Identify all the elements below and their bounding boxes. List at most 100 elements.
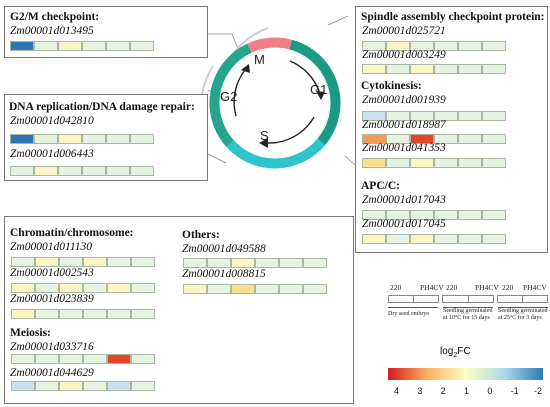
heatmap-cell — [231, 258, 255, 268]
heatmap-cell — [82, 134, 106, 144]
right-gene-panel: Spindle assembly checkpoint protein: Zm0… — [355, 6, 548, 253]
phase-label-s: S — [260, 128, 269, 143]
heatmap-cell — [410, 64, 434, 74]
heatmap-cell — [434, 134, 458, 144]
heatmap-cell — [34, 166, 58, 176]
heatmap-cell — [83, 381, 107, 391]
heatmap-cell — [386, 234, 410, 244]
heatmap-cell — [303, 258, 327, 268]
spindle-heading: Spindle assembly checkpoint protein: — [361, 11, 545, 23]
heatmap-cell — [35, 283, 59, 293]
ring-segment-s — [226, 137, 326, 169]
heatmap-cell — [107, 257, 131, 267]
heatmap-cell — [410, 234, 434, 244]
heatmap-cell — [362, 111, 386, 121]
heatmap-cell — [10, 41, 34, 51]
heatmap-cell — [458, 134, 482, 144]
heatmap-cell — [131, 257, 155, 267]
heatmap-cell — [131, 309, 155, 319]
heatmap-cell — [434, 111, 458, 121]
dna-repair-panel: DNA replication/DNA damage repair: Zm000… — [4, 94, 208, 181]
arrow-head — [259, 138, 268, 148]
heatmap-row — [183, 258, 327, 268]
heatmap-cell — [59, 381, 83, 391]
phase-label-g1: G1 — [310, 82, 327, 97]
heatmap-row — [183, 284, 327, 294]
gene-label: Zm00001d041353 — [362, 142, 446, 154]
heatmap-cell — [183, 284, 207, 294]
heatmap-cell — [482, 111, 506, 121]
colorbar: log2FC 4 3 2 1 0 -1 -2 — [388, 346, 548, 402]
phase-label-g2: G2 — [220, 89, 237, 104]
arrow-head — [316, 91, 325, 100]
legend-label-ph4cv: PH4CV — [420, 283, 444, 292]
legend-label-220: 220 — [390, 283, 402, 292]
heatmap-cell — [34, 134, 58, 144]
colorbar-tick-label: 1 — [464, 386, 470, 396]
heatmap-cell — [106, 41, 130, 51]
legend-underline — [443, 307, 493, 308]
heatmap-cell — [303, 284, 327, 294]
heatmap-cell — [255, 284, 279, 294]
arrow-m-to-g1 — [289, 60, 321, 95]
apc-heading: APC/C: — [361, 180, 400, 192]
heatmap-cell — [130, 41, 154, 51]
colorbar-gradient — [388, 368, 543, 380]
heatmap-cell — [35, 309, 59, 319]
colorbar-tick-label: 0 — [487, 386, 493, 396]
heatmap-cell — [362, 134, 386, 144]
gene-label: Zm00001d003249 — [362, 49, 446, 61]
colorbar-tick-label: -1 — [510, 386, 519, 396]
heatmap-cell — [11, 354, 35, 364]
heatmap-cell — [410, 41, 434, 51]
heatmap-cell — [83, 283, 107, 293]
heatmap-cell — [11, 257, 35, 267]
heatmap-cell — [83, 257, 107, 267]
heatmap-cell — [35, 354, 59, 364]
heatmap-cell — [410, 111, 434, 121]
heatmap-cell — [58, 134, 82, 144]
heatmap-cell — [386, 41, 410, 51]
heatmap-row — [10, 166, 154, 176]
legend-label-ph4cv: PH4CV — [475, 283, 499, 292]
legend-label-220: 220 — [502, 283, 514, 292]
heatmap-cell — [458, 64, 482, 74]
arrow-g1-to-s — [265, 116, 315, 144]
heatmap-row — [11, 309, 155, 319]
heatmap-cell — [83, 309, 107, 319]
heatmap-cell — [59, 309, 83, 319]
ring-segment-m — [247, 37, 292, 54]
heatmap-cell — [434, 234, 458, 244]
heatmap-cell — [130, 166, 154, 176]
heatmap-cell — [107, 381, 131, 391]
heatmap-cell — [482, 210, 506, 220]
ring-segment-g2 — [209, 43, 253, 147]
g2m-checkpoint-panel: G2/M checkpoint: Zm00001d013495 — [4, 6, 208, 58]
heatmap-cell — [107, 309, 131, 319]
heatmap-cell — [362, 210, 386, 220]
heatmap-cell — [130, 134, 154, 144]
heatmap-cell — [106, 166, 130, 176]
connector-line — [327, 15, 349, 26]
heatmap-cell — [35, 257, 59, 267]
colorbar-tick-label: -2 — [534, 386, 543, 396]
heatmap-cell — [482, 158, 506, 168]
heatmap-cell — [58, 166, 82, 176]
phase-label-m: M — [254, 52, 265, 67]
heatmap-row — [362, 111, 506, 121]
connector-line — [344, 155, 356, 166]
heatmap-row — [362, 158, 506, 168]
heatmap-cell — [482, 41, 506, 51]
legend-group-25c: Seedling germinated at 25°C for 3 days — [498, 308, 548, 321]
g2m-heading: G2/M checkpoint: — [10, 11, 100, 23]
heatmap-cell — [386, 64, 410, 74]
legend-underline — [498, 307, 548, 308]
cycle-ring — [209, 37, 341, 169]
others-heading: Others: — [182, 229, 220, 241]
heatmap-cell — [106, 134, 130, 144]
heatmap-cell — [434, 64, 458, 74]
heatmap-cell — [458, 111, 482, 121]
colorbar-tick-label: 3 — [417, 386, 423, 396]
dna-heading: DNA replication/DNA damage repair: — [9, 101, 195, 113]
heatmap-row — [10, 134, 154, 144]
